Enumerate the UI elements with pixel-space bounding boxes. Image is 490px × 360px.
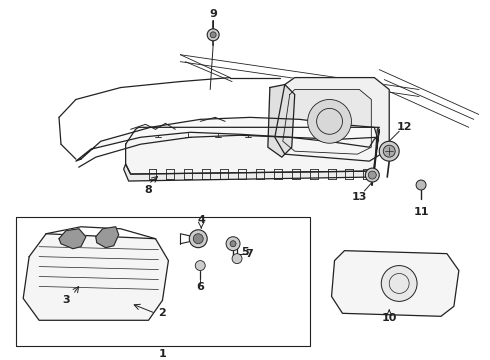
Text: 7: 7 — [245, 249, 253, 258]
Circle shape — [366, 168, 379, 182]
Polygon shape — [23, 234, 169, 320]
Circle shape — [232, 254, 242, 264]
Polygon shape — [275, 78, 389, 161]
Circle shape — [383, 145, 395, 157]
Circle shape — [368, 171, 376, 179]
Polygon shape — [332, 251, 459, 316]
Text: 13: 13 — [352, 192, 367, 202]
Polygon shape — [125, 127, 379, 174]
Text: 12: 12 — [396, 122, 412, 132]
Circle shape — [210, 32, 216, 38]
Text: 9: 9 — [209, 9, 217, 19]
Text: 10: 10 — [382, 313, 397, 323]
Text: 1: 1 — [159, 349, 167, 359]
Polygon shape — [123, 129, 379, 181]
Circle shape — [230, 241, 236, 247]
Text: 6: 6 — [196, 283, 204, 292]
Polygon shape — [283, 90, 371, 154]
Polygon shape — [96, 227, 119, 248]
Text: 11: 11 — [413, 207, 429, 217]
Circle shape — [207, 29, 219, 41]
Text: 8: 8 — [145, 185, 152, 195]
Circle shape — [196, 261, 205, 271]
Text: 2: 2 — [159, 308, 166, 318]
Circle shape — [226, 237, 240, 251]
Polygon shape — [76, 117, 377, 161]
Polygon shape — [268, 85, 294, 157]
Circle shape — [308, 99, 351, 143]
Circle shape — [193, 234, 203, 244]
Circle shape — [189, 230, 207, 248]
Polygon shape — [59, 229, 86, 249]
Text: 3: 3 — [62, 296, 70, 305]
Circle shape — [381, 266, 417, 301]
Text: 4: 4 — [197, 215, 205, 225]
Text: 5: 5 — [241, 247, 249, 257]
Circle shape — [379, 141, 399, 161]
Circle shape — [416, 180, 426, 190]
